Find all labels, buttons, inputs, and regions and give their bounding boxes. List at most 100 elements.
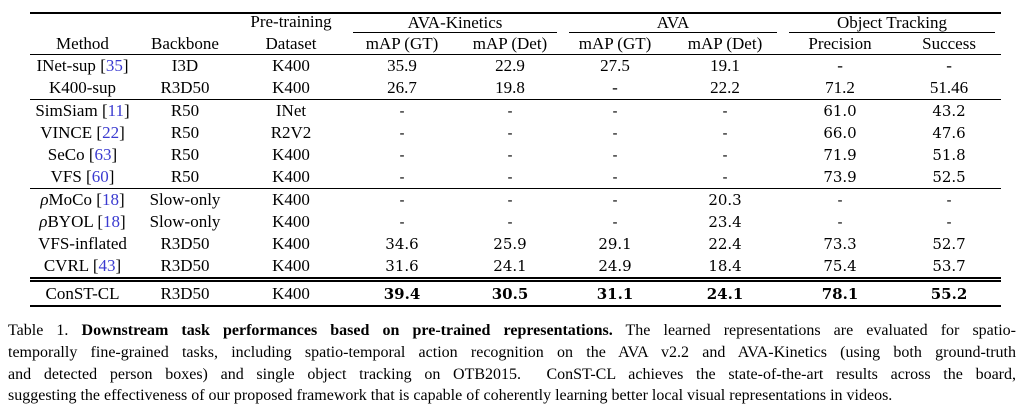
value-cell: 29.1 <box>598 235 632 253</box>
value-cell: - <box>722 102 728 120</box>
results-table: Method Backbone Pre-training AVA-Kinetic… <box>30 12 1002 307</box>
group-label-ava-kinetics: AVA-Kinetics <box>353 14 558 33</box>
method-cell: INet-sup [35] <box>36 56 129 75</box>
col-header-map-gt-ava: mAP (GT) <box>563 33 668 55</box>
dataset-cell: K400 <box>272 56 310 75</box>
group-label-ava: AVA <box>569 14 778 33</box>
value-cell: 34.6 <box>385 235 419 253</box>
value-cell: - <box>347 166 457 189</box>
backbone-cell: R3D50 <box>135 277 235 305</box>
backbone-cell: R50 <box>170 123 200 142</box>
citation-ref[interactable]: 63 <box>94 145 112 164</box>
dataset-cell: K400 <box>272 212 310 231</box>
value-cell: 19.1 <box>710 56 740 75</box>
dataset-cell: K400 <box>235 166 347 189</box>
method-cell: ConST-CL <box>30 277 135 305</box>
value-cell: - <box>837 191 843 209</box>
backbone-cell: R50 <box>170 145 200 164</box>
value-cell: 75.4 <box>823 257 857 275</box>
backbone-cell: R50 <box>170 101 200 120</box>
citation-ref[interactable]: 22 <box>102 123 120 142</box>
value-cell: - <box>399 146 405 164</box>
value-cell: 51.46 <box>897 77 1002 100</box>
value-cell: 26.7 <box>347 77 457 100</box>
value-cell: - <box>563 77 668 100</box>
table-caption: Table 1. Downstream task performances ba… <box>8 320 1016 407</box>
table-row: VINCE [22] R50 R2V2 - - - - 66.0 47.6 <box>30 122 1001 144</box>
value-cell: - <box>837 56 843 75</box>
greek-rho: ρ <box>39 212 48 231</box>
value-cell: 39.4 <box>347 277 457 305</box>
value-cell: 23.4 <box>708 213 742 231</box>
value-cell: 66.0 <box>823 124 857 142</box>
value-cell: 22.2 <box>667 77 784 100</box>
value-cell: 51.8 <box>932 146 966 164</box>
value-cell: - <box>946 191 952 209</box>
value-cell: - <box>507 213 513 231</box>
dataset-cell: K400 <box>272 190 310 209</box>
table-row: VFS [60] R50 K400- - - -73.9 52.5 <box>30 166 1002 189</box>
backbone-cell: Slow-only <box>149 212 221 231</box>
method-cell: VINCE [22] <box>40 123 125 142</box>
citation-ref[interactable]: 18 <box>103 212 121 231</box>
dataset-cell: K400 <box>272 256 310 275</box>
value-cell: 24.1 <box>493 257 527 275</box>
value-cell: - <box>507 102 513 120</box>
value-cell: 31.1 <box>563 277 668 305</box>
value-cell: - <box>399 191 405 209</box>
value-cell: 73.9 <box>783 166 898 189</box>
value-cell: 19.8 <box>457 77 564 100</box>
backbone-cell: R50 <box>135 166 235 189</box>
value-cell: - <box>399 213 405 231</box>
method-cell: ρMoCo [18] <box>40 190 125 209</box>
value-cell: 78.1 <box>783 277 898 305</box>
col-header-backbone: Backbone <box>135 14 235 55</box>
col-header-success: Success <box>897 33 1002 55</box>
citation-ref[interactable]: 18 <box>101 190 119 209</box>
col-header-method: Method <box>30 14 135 55</box>
backbone-cell: R3D50 <box>160 234 210 253</box>
caption-line-3: and detected person boxes) and single ob… <box>8 365 1016 383</box>
backbone-cell: Slow-only <box>149 190 221 209</box>
caption-line-1-rest: The learned representations are evaluate… <box>612 322 1017 339</box>
citation-ref[interactable]: 60 <box>91 167 109 186</box>
value-cell: - <box>722 124 728 142</box>
value-cell: 53.7 <box>932 257 966 275</box>
dataset-cell: R2V2 <box>270 123 312 142</box>
table-row: VFS-inflated R3D50 K400 34.6 25.9 29.1 22.4 73.… <box>30 233 1001 255</box>
value-cell: - <box>507 124 513 142</box>
dataset-cell: K400 <box>235 277 347 305</box>
value-cell: 22.4 <box>708 235 742 253</box>
backbone-cell: R3D50 <box>160 256 210 275</box>
citation-ref[interactable]: 43 <box>98 256 116 275</box>
group-header-ava: AVA <box>563 14 783 33</box>
group-header-ava-kinetics: AVA-Kinetics <box>347 14 563 33</box>
group-header-pretraining: Pre-training <box>250 12 332 31</box>
value-cell: 61.0 <box>823 102 857 120</box>
table-row: INet-sup [35] I3D K400 35.9 22.9 27.5 19.1 - - <box>30 55 1001 77</box>
value-cell: 24.1 <box>667 277 784 305</box>
backbone-cell: I3D <box>171 56 199 75</box>
col-header-map-det-kinetics: mAP (Det) <box>457 33 564 55</box>
value-cell: 31.6 <box>385 257 419 275</box>
value-cell: - <box>457 166 564 189</box>
value-cell: 30.5 <box>457 277 564 305</box>
value-cell: - <box>667 166 784 189</box>
value-cell: 47.6 <box>932 124 966 142</box>
citation-ref[interactable]: 35 <box>105 56 123 75</box>
value-cell: - <box>612 124 618 142</box>
table-row: K400-sup R3D50 K400 26.7 19.8-22.2 71.2 51.46 <box>30 77 1002 100</box>
sub-header-row: Dataset mAP (GT) mAP (Det) mAP (GT) mAP … <box>30 33 1002 55</box>
table-row: ρMoCo [18] Slow-only K400 - - - 20.3 - - <box>30 189 1001 211</box>
table-row: SeCo [63] R50 K400 - - - - 71.9 51.8 <box>30 144 1001 166</box>
caption-label: Table 1. <box>8 322 82 339</box>
value-cell: 35.9 <box>387 56 417 75</box>
value-cell: 18.4 <box>708 257 742 275</box>
col-header-map-det-ava: mAP (Det) <box>667 33 784 55</box>
group-header-object-tracking: Object Tracking <box>783 14 1001 33</box>
value-cell: - <box>612 213 618 231</box>
citation-ref[interactable]: 11 <box>107 101 124 120</box>
value-cell: 24.9 <box>598 257 632 275</box>
method-cell: VFS [60] <box>30 166 135 189</box>
value-cell: - <box>399 124 405 142</box>
